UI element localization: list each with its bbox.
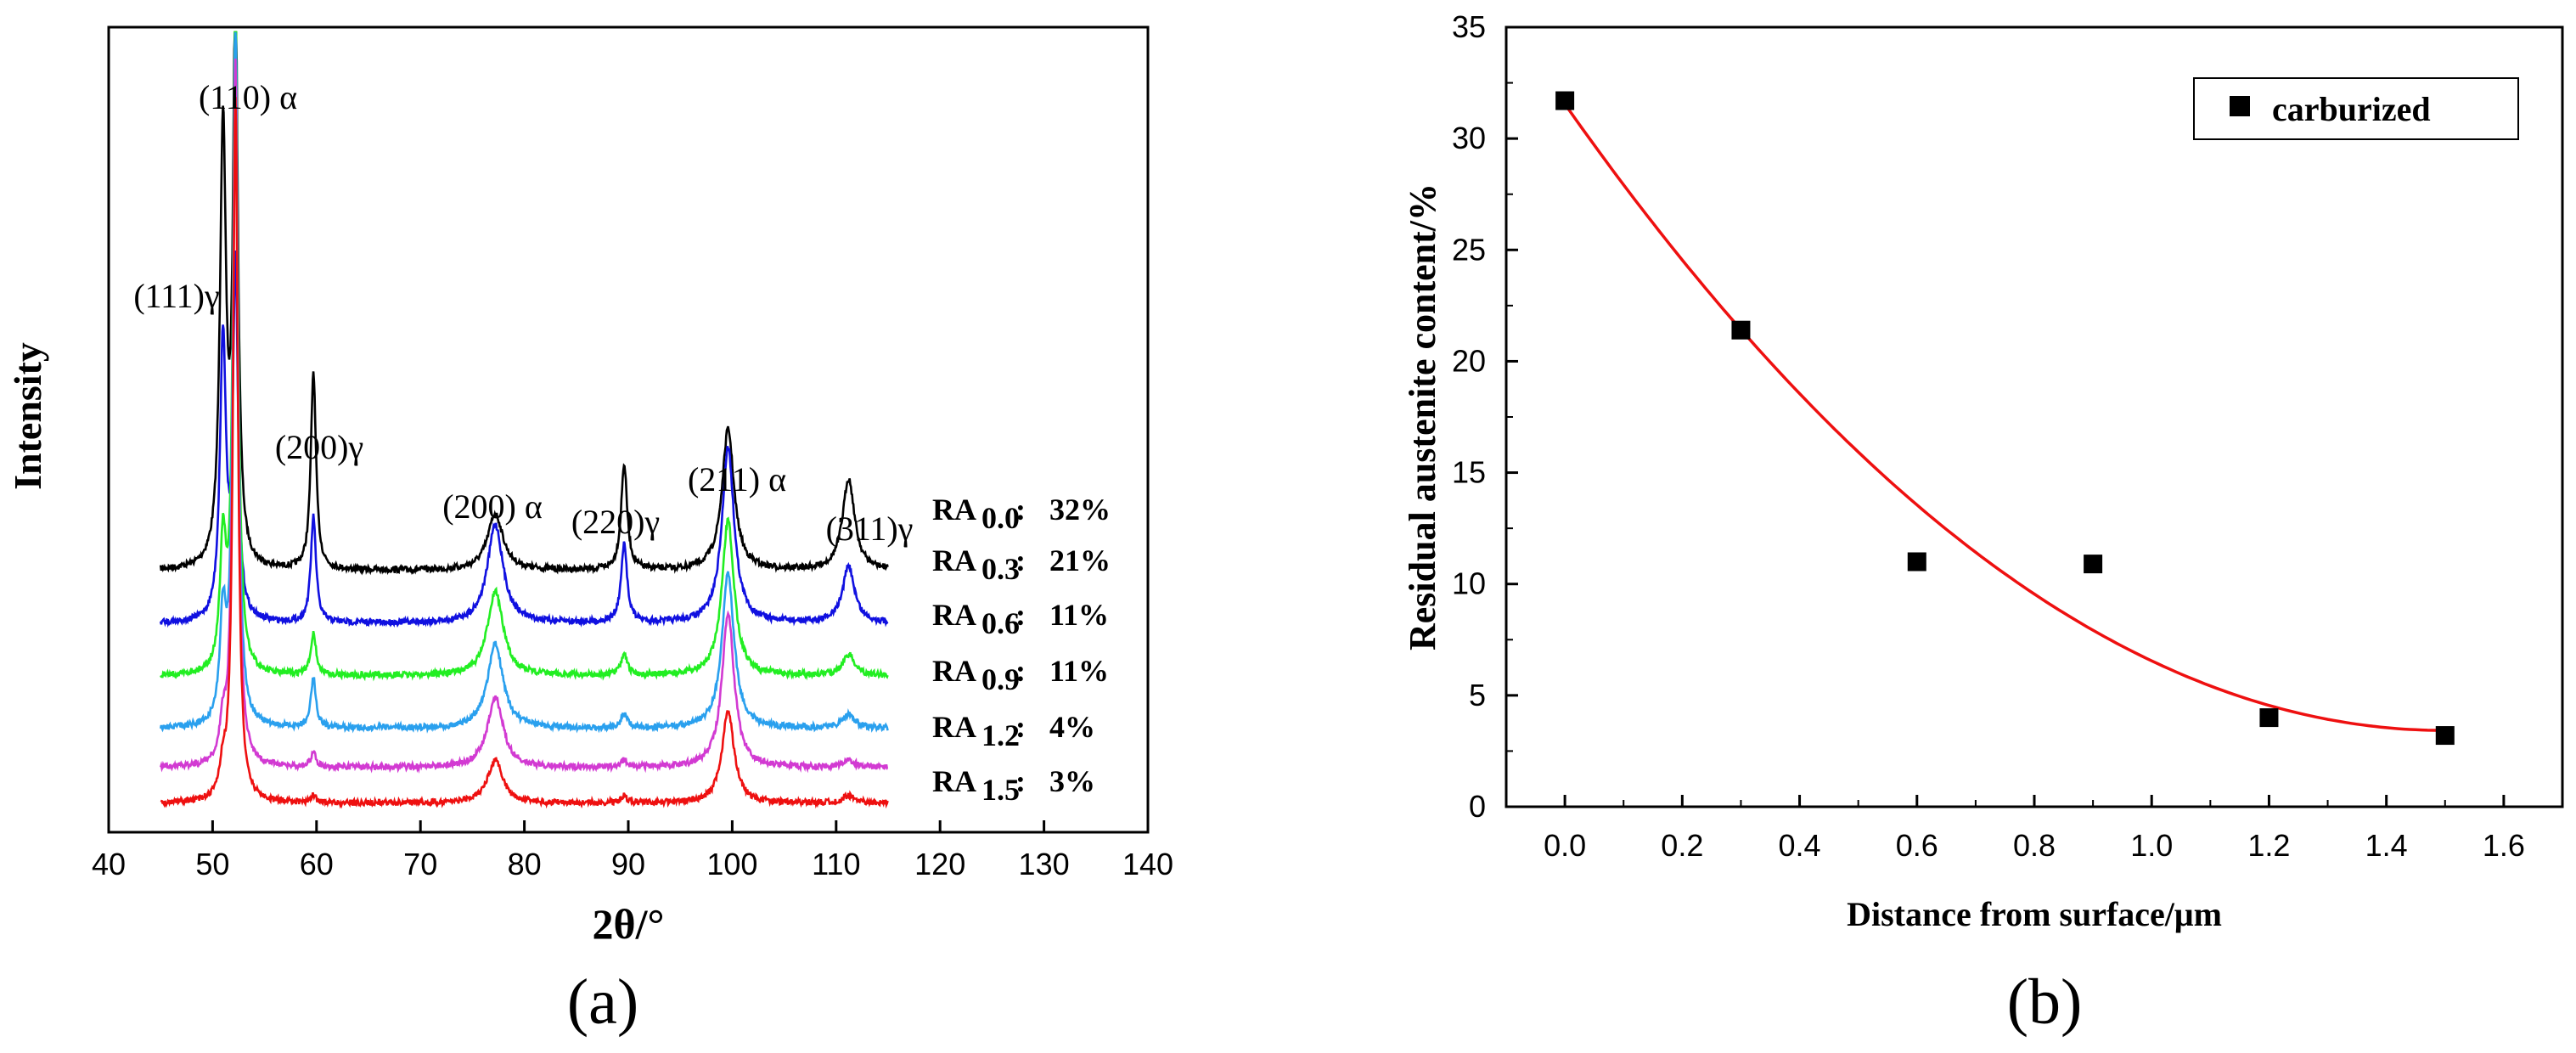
ra-main: RA	[932, 598, 976, 632]
x-tick-label-b: 0.8	[2013, 828, 2056, 863]
ra-label: RA 1.2: 4%	[932, 710, 1095, 752]
ra-colon: :	[1015, 764, 1026, 798]
ra-sub: 1.2	[981, 718, 1020, 752]
xrd-chart: 40 50 60 70 80 90 100 110 120 130 140 (110) α (111)…	[6, 25, 1173, 1038]
ra-value: 32%	[1049, 493, 1111, 526]
x-tick-label-a: 100	[706, 847, 757, 881]
x-tick-label-a: 60	[300, 847, 334, 881]
y-axis-title-a: Intensity	[6, 342, 49, 490]
y-tick-label-b: 35	[1452, 9, 1486, 44]
residual-austenite-chart: 0 5 10 15 20 25 30 35 0.0 0.2 0.4 0.6 0.8 1.0 1.2 1.4 1.…	[1402, 9, 2564, 1038]
peak-label: (110) α	[199, 78, 297, 116]
xrd-line-RA1-5	[160, 97, 889, 809]
ra-sub: 0.6	[981, 606, 1020, 640]
ra-label: RA 0.6: 11%	[932, 598, 1109, 640]
y-tick-label-b: 20	[1452, 343, 1486, 378]
data-point	[1907, 552, 1926, 572]
x-axis-title-b: Distance from surface/μm	[1847, 895, 2222, 933]
peak-label: (211) α	[688, 460, 786, 498]
ra-colon: :	[1015, 493, 1026, 526]
legend-label: carburized	[2272, 90, 2431, 128]
axes-b: 0 5 10 15 20 25 30 35 0.0 0.2 0.4 0.6 0.8 1.0 1.2 1.4 1.…	[1452, 9, 2563, 863]
x-tick-label-b: 0.4	[1779, 828, 1821, 863]
peak-label: (111)γ	[133, 277, 219, 315]
y-tick-label-b: 15	[1452, 455, 1486, 490]
peak-label: (220)γ	[571, 503, 660, 541]
ra-main: RA	[932, 764, 976, 798]
x-tick-label-b: 1.4	[2365, 828, 2408, 863]
x-tick-label-a: 90	[611, 847, 645, 881]
ra-label: RA 0.3: 21%	[932, 543, 1111, 586]
x-tick-label-b: 1.6	[2483, 828, 2525, 863]
ra-sub: 0.9	[981, 662, 1020, 696]
data-point	[2084, 555, 2103, 574]
peak-label: (200)γ	[275, 428, 363, 466]
x-tick-label-b: 0.6	[1896, 828, 1938, 863]
ra-colon: :	[1015, 654, 1026, 688]
xrd-line-RA0-6	[160, 31, 889, 682]
x-tick-label-a: 110	[812, 847, 860, 881]
x-tick-label-a: 130	[1019, 847, 1070, 881]
panel-label-a: (a)	[567, 966, 638, 1038]
x-tick-label-b: 0.0	[1544, 828, 1586, 863]
panel-label-b: (b)	[2007, 966, 2083, 1038]
ra-labels: RA 0.0: 32%RA 0.3: 21%RA 0.6: 11%RA 0.9: 11%RA 1.…	[932, 493, 1111, 807]
data-point	[1731, 320, 1751, 340]
y-tick-label-b: 0	[1469, 789, 1486, 824]
xrd-line-RA0-9	[159, 31, 889, 734]
x-axis-title-a: 2θ/°	[593, 900, 665, 948]
ra-colon: :	[1015, 598, 1026, 632]
x-tick-label-a: 40	[92, 847, 126, 881]
y-axis-title-b: Residual austenite content/%	[1402, 183, 1443, 650]
ra-value: 4%	[1049, 710, 1095, 744]
xrd-line-RA1-2	[159, 59, 889, 774]
x-tick-label-a: 140	[1122, 847, 1173, 881]
ra-label: RA 1.5: 3%	[932, 764, 1095, 807]
ra-main: RA	[932, 710, 976, 744]
legend-marker	[2230, 96, 2250, 116]
fit-curve-group	[1563, 103, 2445, 732]
ra-sub: 1.5	[981, 773, 1020, 807]
x-tick-label-a: 70	[403, 847, 437, 881]
y-tick-label-b: 25	[1452, 232, 1486, 267]
x-axis-a: 40 50 60 70 80 90 100 110 120 130 140	[92, 820, 1173, 881]
legend: carburized	[2193, 77, 2519, 140]
x-tick-label-b: 1.0	[2130, 828, 2173, 863]
ra-value: 21%	[1049, 543, 1111, 577]
plot-frame-a	[107, 25, 1150, 834]
ra-main: RA	[932, 493, 976, 526]
data-point	[2435, 726, 2455, 746]
xrd-line-RA0-3	[159, 251, 889, 628]
ra-colon: :	[1015, 710, 1026, 744]
ra-sub: 0.3	[981, 552, 1020, 586]
y-tick-label-b: 5	[1469, 678, 1486, 712]
xrd-line-RA0-0	[159, 31, 889, 576]
x-tick-label-a: 50	[195, 847, 229, 881]
x-tick-label-a: 120	[914, 847, 965, 881]
peak-label: (200) α	[442, 487, 543, 526]
x-tick-label-b: 0.2	[1661, 828, 1703, 863]
fit-curve	[1563, 103, 2445, 732]
y-tick-label-b: 10	[1452, 566, 1486, 601]
ra-colon: :	[1015, 543, 1026, 577]
ra-value: 3%	[1049, 764, 1095, 798]
ra-value: 11%	[1049, 654, 1109, 688]
data-point	[2259, 708, 2279, 728]
y-tick-label-b: 30	[1452, 121, 1486, 155]
data-point	[1555, 91, 1575, 110]
x-tick-label-b: 1.2	[2247, 828, 2290, 863]
plot-frame-b	[1505, 25, 2564, 808]
xrd-series	[159, 31, 889, 809]
ra-value: 11%	[1049, 598, 1109, 632]
ra-label: RA 0.0: 32%	[932, 493, 1111, 535]
x-tick-label-a: 80	[508, 847, 542, 881]
peak-label: (311)γ	[826, 510, 914, 548]
peak-annotations: (110) α (111)γ (200)γ (200) α (220)γ (211) α (…	[133, 78, 913, 548]
ra-main: RA	[932, 543, 976, 577]
ra-main: RA	[932, 654, 976, 688]
ra-label: RA 0.9: 11%	[932, 654, 1109, 696]
ra-sub: 0.0	[981, 501, 1020, 535]
data-points	[1555, 91, 2455, 746]
